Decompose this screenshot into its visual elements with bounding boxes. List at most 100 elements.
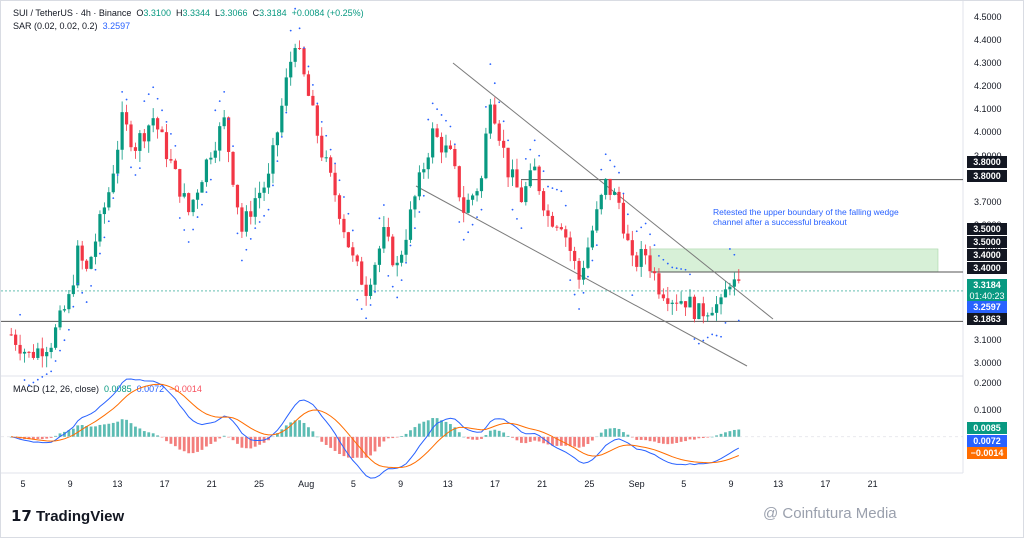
macd-histogram-bar (555, 436, 559, 446)
sar-dot (462, 238, 465, 241)
sar-dot (263, 214, 265, 217)
macd-signal-badge: −0.0014 (967, 447, 1007, 459)
macd-histogram-bar (178, 436, 182, 450)
sar-dot (400, 279, 403, 282)
sar-dot (516, 218, 518, 220)
change-value: +0.0084 (+0.25%) (291, 8, 364, 18)
candle-body (36, 348, 40, 358)
sar-dot (334, 162, 336, 165)
candle-body (595, 209, 599, 231)
macd-histogram-bar (338, 436, 341, 455)
candle-body (448, 145, 453, 149)
close-value: 3.3184 (259, 8, 287, 18)
candle-body (488, 104, 492, 134)
sar-dot (529, 148, 532, 151)
macd-histogram-bar (111, 422, 115, 437)
sar-dot (564, 204, 567, 207)
macd-histogram-bar (684, 436, 687, 442)
macd-histogram-bar (218, 436, 222, 439)
time-tick-label: 21 (537, 479, 548, 489)
candle-body (9, 334, 13, 336)
sar-dot (706, 336, 709, 339)
macd-histogram-bar (400, 436, 404, 437)
macd-histogram-bar (604, 429, 608, 437)
symbol-title[interactable]: SUI / TetherUS · 4h · Binance (13, 8, 132, 18)
symbol-header: SUI / TetherUS · 4h · Binance O3.3100 H3… (13, 8, 364, 18)
macd-histogram-bar (249, 436, 253, 449)
sar-dot (356, 298, 359, 301)
candle-body (280, 105, 284, 133)
candle-body (475, 191, 479, 196)
macd-histogram-bar (395, 436, 399, 438)
sar-dot (382, 204, 385, 206)
candle-body (626, 233, 630, 241)
time-tick-label: Aug (298, 479, 315, 489)
macd-histogram-bar (546, 436, 550, 445)
sar-dot (267, 208, 270, 211)
level-badge-3500-b: 3.5000 (967, 236, 1007, 248)
candle-body (697, 303, 701, 320)
sar-dot (183, 229, 186, 231)
candle-body (315, 105, 319, 136)
macd-line-badge: 0.0072 (967, 435, 1007, 447)
sar-dot (374, 290, 376, 293)
macd-histogram-bar (182, 436, 186, 452)
macd-histogram-bar (475, 436, 479, 440)
macd-histogram-bar (58, 433, 62, 437)
candle-body (151, 118, 155, 126)
candle-body (253, 198, 257, 217)
candle-body (652, 271, 657, 274)
macd-signal-value: −0.0014 (169, 384, 202, 394)
macd-histogram-bar (253, 436, 257, 447)
price-tick-label: 4.1000 (974, 104, 1002, 115)
sar-dot (587, 275, 589, 278)
tradingview-logo[interactable]: 𝟭𝟳 TradingView (11, 507, 124, 525)
candle-body (400, 254, 404, 263)
macd-histogram-bar (630, 436, 634, 438)
macd-histogram-bar (537, 436, 541, 442)
macd-histogram-bar (205, 436, 208, 447)
candle-body (581, 267, 586, 280)
macd-histogram-bar (635, 436, 639, 440)
macd-histogram-bar (142, 431, 146, 437)
macd-tick-label: 0.1000 (974, 404, 1002, 415)
sar-dot (697, 342, 700, 345)
macd-histogram-bar (599, 432, 603, 437)
sar-dot (249, 238, 252, 240)
macd-histogram-bar (94, 426, 97, 437)
sar-dot (480, 208, 483, 211)
macd-label: MACD (12, 26, close) (13, 384, 100, 394)
candle-body (262, 187, 266, 193)
sar-legend[interactable]: SAR (0.02, 0.02, 0.2) 3.2597 (13, 21, 130, 31)
candle-body (599, 194, 603, 210)
macd-histogram-bar (728, 431, 732, 437)
macd-histogram-bar (488, 430, 492, 437)
candle-body (49, 347, 53, 353)
sar-dot (671, 266, 674, 269)
sar-dot (187, 241, 190, 243)
candle-body (275, 132, 279, 146)
sar-dot (467, 231, 470, 234)
time-tick-label: 9 (728, 479, 734, 489)
sar-dot (289, 29, 292, 32)
sar-dot (347, 212, 350, 215)
price-tick-label: 4.2000 (974, 81, 1002, 92)
sar-dot (560, 190, 563, 193)
candle-body (142, 133, 146, 142)
candle-body (590, 230, 594, 248)
candle-body (89, 256, 93, 269)
macd-hist-badge: 0.0085 (967, 422, 1007, 434)
time-tick-label: 13 (442, 479, 453, 489)
sar-dot (533, 139, 536, 142)
candle-body (435, 128, 439, 137)
macd-histogram-bar (369, 436, 372, 456)
candle-body (559, 227, 563, 230)
sar-dot (280, 136, 283, 138)
macd-histogram-bar (311, 431, 315, 437)
candle-body (360, 261, 364, 285)
macd-histogram-bar (98, 424, 102, 437)
wedge-upper-line (452, 62, 774, 320)
sar-dot (458, 221, 461, 223)
tradingview-logo-icon: 𝟭𝟳 (11, 508, 37, 525)
